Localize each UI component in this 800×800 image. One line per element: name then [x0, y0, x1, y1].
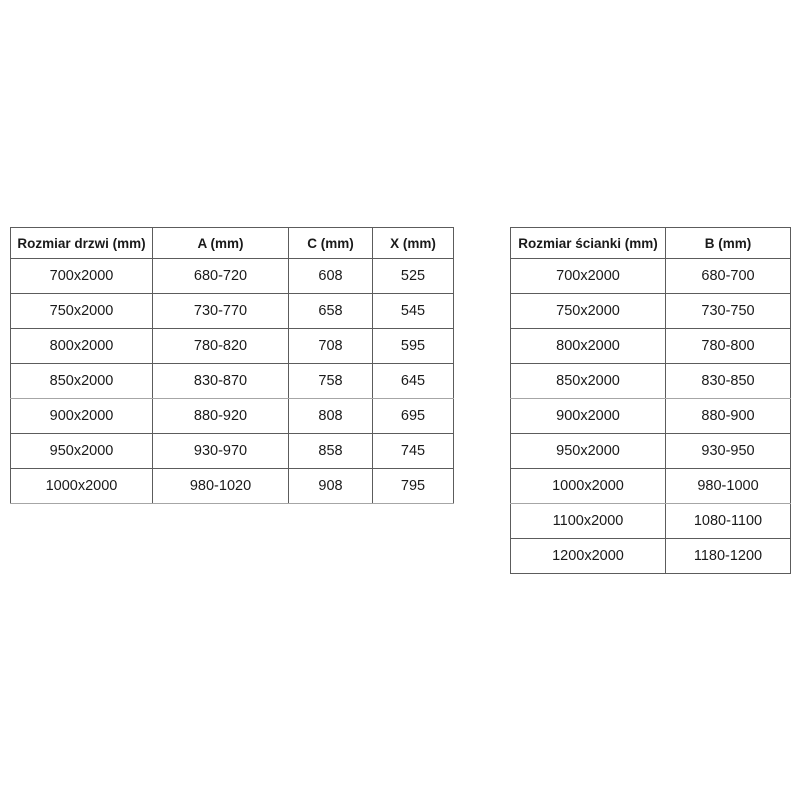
door-dimensions-table: Rozmiar drzwi (mm) A (mm) C (mm) X (mm) …: [10, 227, 454, 504]
cell-wall-size: 1200x2000: [510, 538, 666, 574]
column-header-wall-size: Rozmiar ścianki (mm): [510, 227, 666, 259]
table-row: 850x2000 830-870 758 645: [10, 363, 454, 399]
cell-a: 880-920: [152, 398, 289, 434]
table-row: 900x2000 880-900: [510, 398, 791, 434]
cell-b: 680-700: [665, 258, 791, 294]
cell-x: 595: [372, 328, 454, 364]
table-row: 950x2000 930-970 858 745: [10, 433, 454, 469]
column-header-x: X (mm): [372, 227, 454, 259]
table-row: 950x2000 930-950: [510, 433, 791, 469]
cell-wall-size: 1100x2000: [510, 503, 666, 539]
cell-wall-size: 700x2000: [510, 258, 666, 294]
cell-c: 608: [288, 258, 373, 294]
cell-door-size: 1000x2000: [10, 468, 153, 504]
table-row: 850x2000 830-850: [510, 363, 791, 399]
cell-door-size: 750x2000: [10, 293, 153, 329]
wall-dimensions-table: Rozmiar ścianki (mm) B (mm) 700x2000 680…: [510, 227, 791, 574]
table-row: 700x2000 680-700: [510, 258, 791, 294]
table-row: 750x2000 730-770 658 545: [10, 293, 454, 329]
cell-wall-size: 950x2000: [510, 433, 666, 469]
cell-b: 780-800: [665, 328, 791, 364]
cell-c: 858: [288, 433, 373, 469]
cell-door-size: 950x2000: [10, 433, 153, 469]
table-row: 800x2000 780-820 708 595: [10, 328, 454, 364]
cell-a: 980-1020: [152, 468, 289, 504]
cell-x: 795: [372, 468, 454, 504]
cell-b: 1180-1200: [665, 538, 791, 574]
cell-c: 758: [288, 363, 373, 399]
cell-c: 908: [288, 468, 373, 504]
cell-door-size: 700x2000: [10, 258, 153, 294]
cell-x: 695: [372, 398, 454, 434]
cell-a: 930-970: [152, 433, 289, 469]
cell-b: 730-750: [665, 293, 791, 329]
cell-door-size: 850x2000: [10, 363, 153, 399]
table-row: 1000x2000 980-1000: [510, 468, 791, 504]
cell-a: 680-720: [152, 258, 289, 294]
cell-x: 745: [372, 433, 454, 469]
cell-wall-size: 850x2000: [510, 363, 666, 399]
cell-a: 780-820: [152, 328, 289, 364]
cell-x: 525: [372, 258, 454, 294]
table-header-row: Rozmiar drzwi (mm) A (mm) C (mm) X (mm): [10, 227, 454, 259]
cell-door-size: 900x2000: [10, 398, 153, 434]
cell-b: 980-1000: [665, 468, 791, 504]
cell-c: 658: [288, 293, 373, 329]
table-row: 800x2000 780-800: [510, 328, 791, 364]
cell-x: 545: [372, 293, 454, 329]
cell-b: 930-950: [665, 433, 791, 469]
cell-x: 645: [372, 363, 454, 399]
table-row: 1000x2000 980-1020 908 795: [10, 468, 454, 504]
cell-c: 708: [288, 328, 373, 364]
cell-wall-size: 1000x2000: [510, 468, 666, 504]
cell-a: 730-770: [152, 293, 289, 329]
cell-b: 830-850: [665, 363, 791, 399]
table-row: 1200x2000 1180-1200: [510, 538, 791, 574]
table-row: 750x2000 730-750: [510, 293, 791, 329]
cell-b: 880-900: [665, 398, 791, 434]
cell-b: 1080-1100: [665, 503, 791, 539]
cell-wall-size: 900x2000: [510, 398, 666, 434]
column-header-a: A (mm): [152, 227, 289, 259]
table-row: 1100x2000 1080-1100: [510, 503, 791, 539]
table-header-row: Rozmiar ścianki (mm) B (mm): [510, 227, 791, 259]
cell-door-size: 800x2000: [10, 328, 153, 364]
table-row: 900x2000 880-920 808 695: [10, 398, 454, 434]
cell-wall-size: 800x2000: [510, 328, 666, 364]
cell-c: 808: [288, 398, 373, 434]
cell-wall-size: 750x2000: [510, 293, 666, 329]
table-row: 700x2000 680-720 608 525: [10, 258, 454, 294]
cell-a: 830-870: [152, 363, 289, 399]
column-header-c: C (mm): [288, 227, 373, 259]
column-header-b: B (mm): [665, 227, 791, 259]
column-header-door-size: Rozmiar drzwi (mm): [10, 227, 153, 259]
